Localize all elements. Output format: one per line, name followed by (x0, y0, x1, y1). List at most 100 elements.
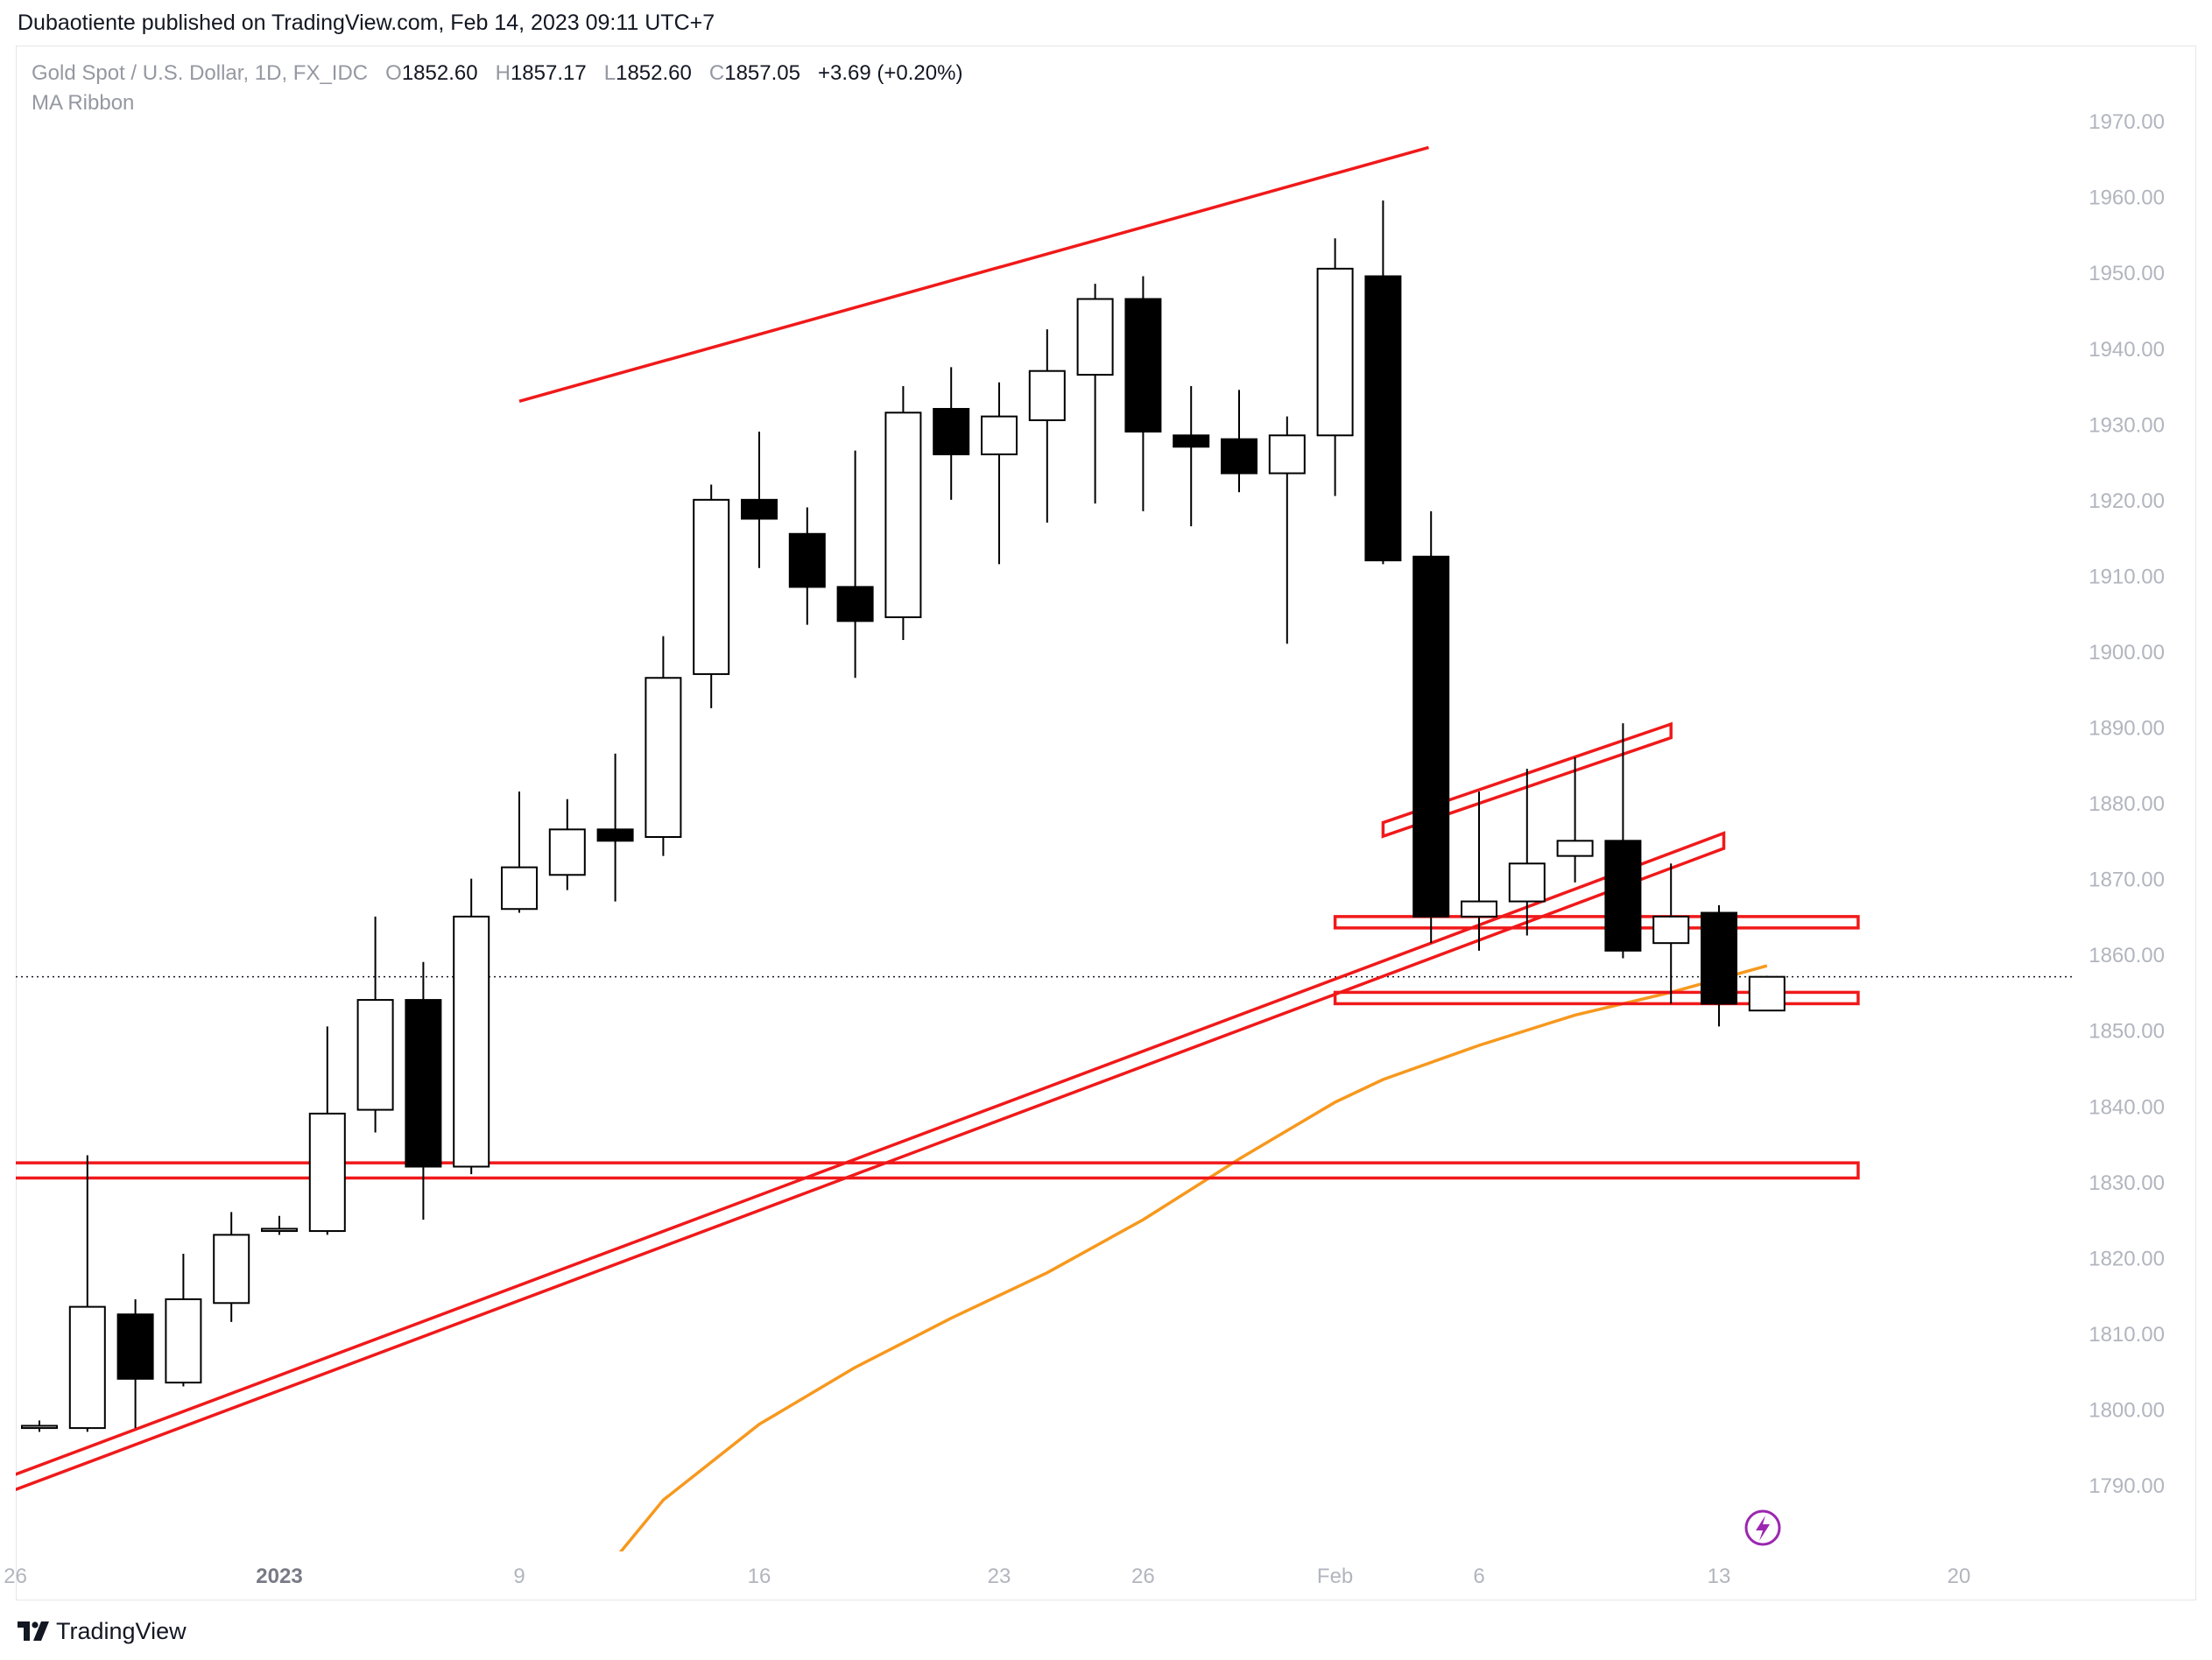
price-tick-label: 1830.00 (2089, 1171, 2165, 1195)
price-tick-label: 1870.00 (2089, 869, 2165, 892)
candle-body (1701, 911, 1737, 1005)
candle (836, 450, 874, 679)
candle-body (68, 1305, 106, 1430)
time-tick-label: 20 (1948, 1565, 1971, 1588)
candle (1076, 284, 1114, 504)
candle (1604, 723, 1642, 959)
candle-body (884, 411, 922, 619)
candle-body (1652, 915, 1690, 945)
candle (356, 916, 394, 1133)
price-tick-label: 1900.00 (2089, 641, 2165, 665)
candle (1461, 791, 1497, 951)
candle (1508, 769, 1546, 936)
candle (1652, 863, 1690, 1004)
price-tick-label: 1790.00 (2089, 1474, 2165, 1498)
candle-body (1076, 298, 1114, 376)
time-tick-label: 26 (4, 1565, 27, 1588)
candle (596, 753, 634, 902)
zone-rectangle-2 (1333, 990, 1860, 1006)
price-axis: 1790.00 1800.00 1810.00 1820.00 1830.00 1840.… (2089, 110, 2165, 1498)
ma-ribbon-layer (618, 964, 1768, 1551)
candle-body (1412, 555, 1450, 918)
candle (1412, 510, 1450, 944)
price-tick-label: 1940.00 (2089, 338, 2165, 362)
candle (884, 386, 922, 640)
candle-body (645, 677, 682, 838)
candle (501, 791, 538, 913)
price-tick-label: 1890.00 (2089, 717, 2165, 741)
trend-line-0 (518, 145, 1429, 404)
close-value: 1857.05 (724, 61, 800, 85)
candle-body (693, 498, 730, 675)
candle (1556, 757, 1594, 883)
candle (261, 1215, 298, 1235)
candle (1268, 416, 1306, 644)
trend-line-1 (0, 1561, 188, 1580)
candle (1364, 200, 1402, 565)
candle-body (356, 999, 394, 1111)
footer: TradingView (18, 1614, 187, 1649)
price-tick-label: 1860.00 (2089, 944, 2165, 967)
time-tick-label: 23 (988, 1565, 1011, 1588)
time-tick-label: 26 (1131, 1565, 1155, 1588)
candle (788, 507, 826, 625)
symbol-legend: Gold Spot / U.S. Dollar, 1D, FX_IDC O185… (32, 61, 962, 86)
candle-body (1316, 267, 1354, 437)
candle (1124, 276, 1162, 511)
time-tick-label: 9 (513, 1565, 525, 1588)
candle-body (21, 1424, 58, 1430)
candle (933, 367, 970, 500)
candle-body (453, 915, 490, 1168)
chart-pane[interactable] (16, 46, 2196, 1600)
time-tick-label: Feb (1317, 1565, 1353, 1588)
candle-body (1556, 840, 1594, 857)
tradingview-brand[interactable]: TradingView (56, 1617, 187, 1644)
candle-body (788, 532, 826, 588)
candle (981, 382, 1018, 565)
parallel-channel-1 (1381, 721, 1673, 839)
open-value: 1852.60 (401, 61, 478, 85)
candle-body (1028, 369, 1066, 421)
candle-body (1748, 975, 1786, 1012)
candle (116, 1298, 154, 1429)
indicator-label-ma-ribbon[interactable]: MA Ribbon (32, 91, 135, 115)
time-axis: 26 2023 9 16 23 26 Feb 6 13 20 (4, 1565, 1970, 1588)
price-tick-label: 1880.00 (2089, 792, 2165, 816)
price-tick-label: 1920.00 (2089, 489, 2165, 513)
replay-lightning-icon[interactable] (1744, 1509, 1781, 1546)
price-tick-label: 1800.00 (2089, 1398, 2165, 1422)
candle (453, 878, 490, 1175)
candle-body (836, 586, 874, 622)
candle (1701, 904, 1737, 1027)
price-tick-label: 1910.00 (2089, 565, 2165, 588)
candle-body (596, 828, 634, 842)
candle (1173, 386, 1210, 527)
candle-body (405, 999, 442, 1168)
candle-body (548, 828, 586, 876)
candle-body (981, 415, 1018, 455)
candle (405, 961, 442, 1220)
high-value: 1857.17 (510, 61, 587, 85)
candle-body (116, 1313, 154, 1380)
candle (165, 1254, 202, 1387)
candle-body (1221, 438, 1257, 475)
candle (68, 1155, 106, 1432)
zone-rectangle-0 (16, 1161, 1860, 1180)
candle-body (1364, 275, 1402, 562)
price-tick-label: 1970.00 (2089, 110, 2165, 134)
open-label: O (385, 61, 402, 85)
ma-ribbon-line (618, 964, 1768, 1551)
candle (1028, 329, 1066, 523)
symbol-name[interactable]: Gold Spot / U.S. Dollar, 1D, FX_IDC (32, 61, 369, 85)
publisher-caption: Dubaotiente published on TradingView.com… (18, 11, 715, 35)
candle-body (1173, 434, 1210, 448)
candle (1316, 238, 1354, 496)
candle (21, 1420, 58, 1432)
drawings-layer (0, 145, 1860, 1580)
candle-body (741, 498, 778, 520)
change-value: +3.69 (+0.20%) (818, 61, 963, 85)
time-tick-label: 2023 (256, 1565, 302, 1588)
tradingview-logo-icon[interactable] (18, 1621, 49, 1641)
candles-layer (21, 200, 1786, 1432)
